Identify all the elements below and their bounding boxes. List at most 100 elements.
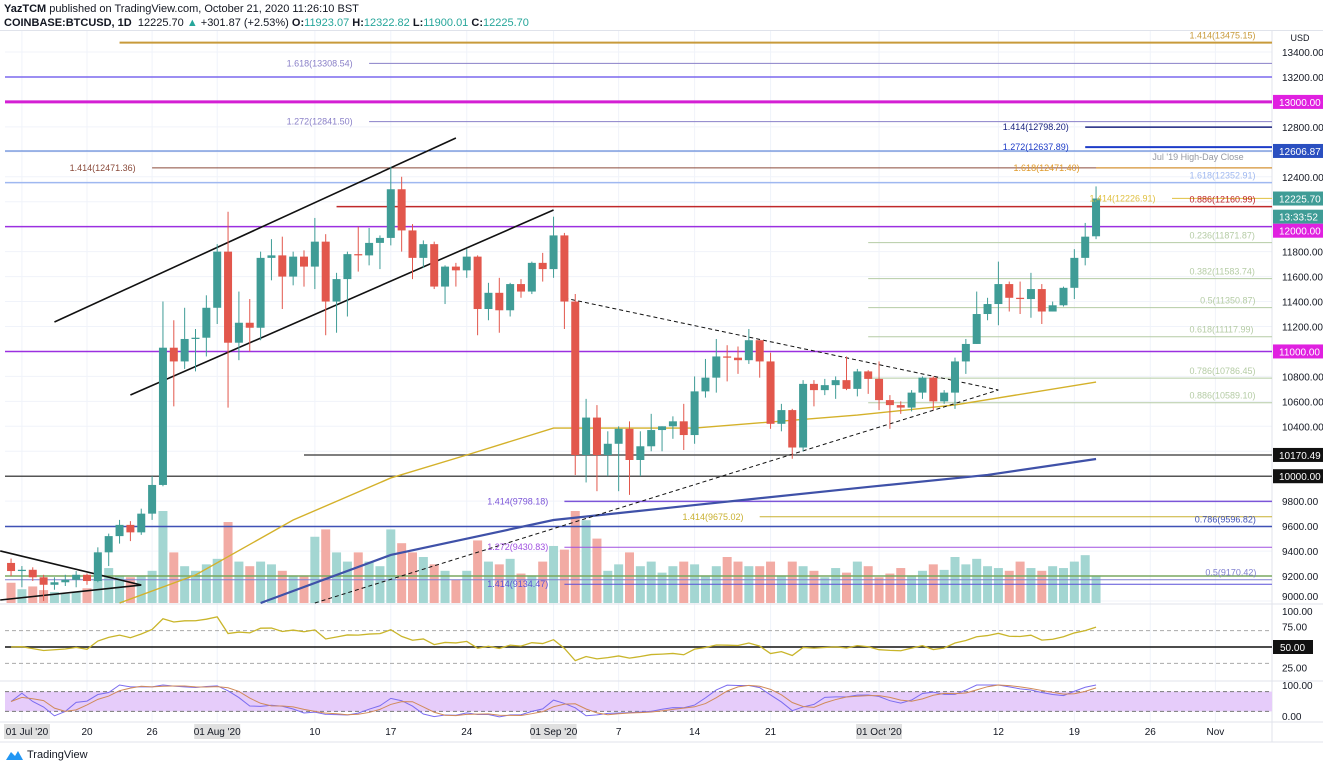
volume-bar xyxy=(896,568,906,603)
rsi-badge xyxy=(1273,640,1313,654)
volume-bar xyxy=(516,573,526,603)
candle xyxy=(441,266,450,287)
rsi-tick: 100.00 xyxy=(1282,607,1313,618)
open-value: 11923.07 xyxy=(304,17,350,29)
candle xyxy=(603,443,612,456)
level-label: 1.414(12798.20) xyxy=(1003,122,1069,132)
candle xyxy=(50,582,59,585)
volume-bar xyxy=(538,561,548,603)
candle xyxy=(940,392,949,402)
volume-bar xyxy=(993,568,1003,603)
time-tick: 19 xyxy=(1069,727,1081,738)
volume-bar xyxy=(473,540,483,603)
candle xyxy=(896,405,905,408)
price-tick: 13400.00 xyxy=(1282,48,1323,59)
volume-bar xyxy=(104,568,114,603)
candle xyxy=(1026,289,1035,300)
candle xyxy=(864,371,873,379)
volume-bar xyxy=(809,570,819,603)
price-badge-text: 13:33:52 xyxy=(1279,213,1318,224)
price-tick: 10400.00 xyxy=(1282,422,1323,433)
volume-bar xyxy=(158,511,168,603)
rsi-line xyxy=(11,616,1097,662)
volume-bar xyxy=(71,591,81,603)
volume-bar xyxy=(972,558,982,603)
trendline xyxy=(130,209,554,396)
publisher[interactable]: YazTCM xyxy=(4,3,47,15)
candle xyxy=(148,484,157,514)
volume-bar xyxy=(125,577,135,603)
volume-bar xyxy=(408,552,417,603)
candle xyxy=(994,284,1003,305)
candle xyxy=(517,284,525,292)
level-label: 1.272(12841.50) xyxy=(287,117,353,127)
level-label: 0.5(9170.42) xyxy=(1205,568,1256,578)
candle xyxy=(777,410,786,424)
time-tick: 21 xyxy=(765,727,777,738)
volume-bar xyxy=(169,552,179,603)
volume-bar xyxy=(787,561,797,603)
candle xyxy=(484,292,493,310)
volume-bar xyxy=(191,570,200,603)
volume-bar xyxy=(700,575,710,603)
volume-bar xyxy=(961,564,971,603)
candle xyxy=(267,255,276,258)
candle xyxy=(93,552,102,582)
candle xyxy=(766,361,775,424)
candle xyxy=(961,343,970,362)
candle xyxy=(289,256,298,277)
level-label: 0.886(12160.99) xyxy=(1190,195,1256,205)
price-tick: 9400.00 xyxy=(1282,547,1319,558)
volume-bar xyxy=(592,538,602,603)
time-tick: 20 xyxy=(81,727,93,738)
low-label: L: xyxy=(412,17,424,29)
candle xyxy=(571,301,580,456)
candle xyxy=(137,513,146,533)
low-value: 11900.01 xyxy=(423,17,469,29)
candle xyxy=(799,383,808,448)
volume-bar xyxy=(917,570,927,603)
candle xyxy=(549,235,558,270)
price-badge-text: 12225.70 xyxy=(1279,195,1321,206)
volume-bar xyxy=(266,564,276,603)
stoch-d-line xyxy=(10,684,1097,717)
volume-bar xyxy=(212,558,222,603)
volume-bar xyxy=(570,511,580,603)
time-tick-box xyxy=(856,724,903,739)
candle xyxy=(332,279,341,302)
level-label: 1.414(12226.91) xyxy=(1090,193,1156,203)
volume-bar xyxy=(852,561,862,603)
time-tick: 26 xyxy=(147,727,159,738)
symbol[interactable]: COINBASE:BTCUSD, 1D xyxy=(4,17,132,29)
candle xyxy=(300,256,308,267)
candle xyxy=(256,257,265,328)
volume-bar xyxy=(776,575,786,603)
volume-bar xyxy=(397,543,407,603)
volume-bar xyxy=(1091,575,1101,603)
candle xyxy=(1059,287,1068,306)
candle xyxy=(734,357,742,361)
high-value: 12322.82 xyxy=(363,17,410,29)
candle xyxy=(560,235,569,302)
volume-bar xyxy=(364,561,374,603)
time-tick: 7 xyxy=(616,727,622,738)
candle xyxy=(310,241,319,267)
candle xyxy=(875,378,884,401)
tradingview-logo[interactable]: TradingView xyxy=(4,749,88,761)
time-tick: 26 xyxy=(1145,727,1157,738)
candle xyxy=(7,562,16,572)
price-badge-text: 10000.00 xyxy=(1279,472,1321,483)
volume-bar xyxy=(483,561,493,603)
volume-bar xyxy=(288,575,298,603)
volume-bar xyxy=(82,588,92,603)
volume-bar xyxy=(299,575,309,603)
candle xyxy=(506,284,515,311)
candle xyxy=(354,254,363,256)
volume-bar xyxy=(1059,568,1068,603)
tradingview-cloud-icon xyxy=(6,751,23,760)
candle xyxy=(788,410,797,448)
trendline xyxy=(0,584,142,601)
trendline xyxy=(0,550,142,586)
price-badge xyxy=(1273,344,1323,359)
